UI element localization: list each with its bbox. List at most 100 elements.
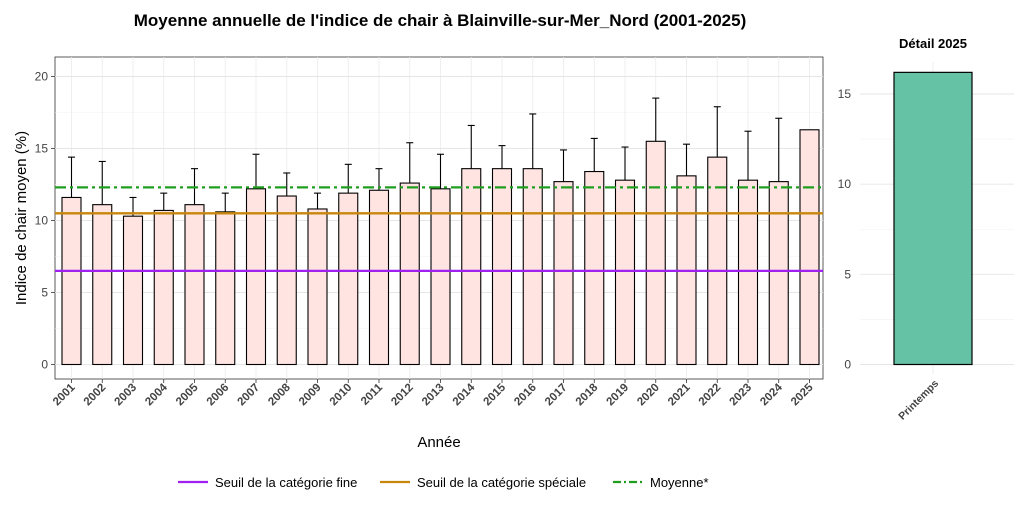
x-tick-label-2025: 2025 — [789, 381, 816, 408]
bar-2010 — [338, 192, 359, 366]
main-y-tick-label: 15 — [35, 142, 49, 156]
bar-2020 — [645, 140, 666, 366]
bar-2008 — [276, 195, 297, 366]
x-tick-label-2017: 2017 — [543, 382, 570, 409]
x-tick-label-2021: 2021 — [666, 381, 693, 408]
legend-item-0: Seuil de la catégorie fine — [178, 475, 357, 490]
bar-2023 — [737, 179, 759, 366]
bar-2018 — [584, 170, 605, 366]
detail-y-tick-label: 15 — [838, 87, 852, 101]
error-bar-2021 — [683, 143, 690, 176]
legend-label-2: Moyenne* — [650, 475, 709, 490]
reference-lines — [55, 186, 823, 273]
error-bar-2018 — [590, 137, 598, 172]
detail-y-tick-label: 0 — [844, 358, 851, 372]
x-axis-title: Année — [417, 434, 460, 451]
main-y-ticks: 0 5 10 15 20 — [35, 70, 55, 372]
legend-label-1: Seuil de la catégorie spéciale — [417, 475, 586, 490]
main-chart-title: Moyenne annuelle de l'indice de chair à … — [134, 11, 746, 30]
x-tick-label-2010: 2010 — [328, 382, 355, 409]
bar-2017 — [553, 181, 574, 366]
error-bar-2015 — [498, 145, 506, 169]
error-bar-2022 — [713, 106, 721, 158]
bar-2001 — [61, 196, 82, 366]
x-tick-label-2008: 2008 — [266, 381, 293, 408]
x-tick-label-2005: 2005 — [174, 381, 201, 408]
x-tick-label-2012: 2012 — [389, 382, 416, 409]
error-bar-2013 — [437, 153, 444, 189]
detail-y-ticks: 0 5 10 15 — [838, 87, 852, 372]
y-axis-title: Indice de chair moyen (%) — [13, 131, 30, 305]
error-bar-2016 — [529, 113, 537, 169]
bar-2006 — [215, 211, 236, 366]
x-tick-label-2022: 2022 — [697, 382, 724, 409]
legend-item-2: Moyenne* — [613, 475, 709, 490]
detail-x-tick-label-Printemps: Printemps — [896, 378, 941, 423]
x-tick-label-2006: 2006 — [205, 382, 232, 409]
x-tick-label-2016: 2016 — [512, 382, 539, 409]
bar-2024 — [768, 181, 789, 366]
detail-y-tick-label: 10 — [838, 177, 852, 191]
detail-bars — [893, 71, 973, 366]
x-tick-label-2015: 2015 — [482, 381, 509, 408]
main-x-ticks: 2001 2002 2003 2004 2005 2006 2007 2008 2009 2010… — [51, 379, 816, 408]
error-bar-2007 — [252, 153, 260, 189]
legend-item-1: Seuil de la catégorie spéciale — [380, 475, 586, 490]
x-tick-label-2001: 2001 — [51, 381, 78, 408]
bar-2012 — [399, 182, 420, 366]
x-tick-label-2011: 2011 — [359, 381, 386, 408]
detail-bar-Printemps — [893, 71, 973, 366]
x-tick-label-2018: 2018 — [574, 381, 601, 408]
error-bar-2014 — [467, 124, 475, 169]
bar-2016 — [522, 168, 543, 366]
detail-plot-panel: 0 5 10 15 Printemps — [838, 62, 1014, 422]
x-tick-label-2013: 2013 — [420, 382, 447, 409]
detail-chart-title: Détail 2025 — [899, 36, 967, 51]
bar-2014 — [461, 168, 482, 366]
error-bar-2024 — [775, 117, 783, 182]
error-bar-2017 — [560, 149, 567, 182]
error-bar-2006 — [221, 192, 229, 212]
bar-2013 — [430, 188, 451, 366]
bar-2015 — [491, 168, 513, 366]
x-tick-label-2004: 2004 — [143, 381, 170, 408]
main-y-tick-label: 5 — [41, 286, 48, 300]
legend: Seuil de la catégorie fine Seuil de la ca… — [178, 475, 709, 490]
bar-2002 — [92, 204, 113, 366]
bar-2019 — [614, 179, 636, 366]
error-bar-2012 — [406, 142, 414, 184]
error-bar-2020 — [652, 97, 660, 142]
bar-2004 — [153, 209, 174, 366]
error-bar-2002 — [98, 160, 106, 205]
detail-y-tick-label: 5 — [844, 267, 851, 281]
x-tick-label-2024: 2024 — [758, 381, 785, 408]
bar-2025 — [799, 129, 820, 366]
bar-2005 — [184, 204, 205, 366]
x-tick-label-2009: 2009 — [297, 382, 324, 409]
error-bar-2019 — [621, 146, 629, 181]
main-y-tick-label: 20 — [35, 70, 49, 84]
x-tick-label-2002: 2002 — [82, 382, 109, 409]
x-tick-label-2007: 2007 — [236, 382, 263, 409]
x-tick-label-2003: 2003 — [113, 382, 140, 409]
error-bar-2001 — [68, 156, 75, 198]
legend-label-0: Seuil de la catégorie fine — [215, 475, 357, 490]
error-bar-2023 — [744, 130, 752, 181]
x-tick-label-2019: 2019 — [605, 382, 632, 409]
bar-2007 — [245, 188, 267, 366]
x-tick-label-2014: 2014 — [451, 381, 478, 408]
detail-x-ticks: Printemps — [896, 378, 941, 423]
bar-2011 — [368, 189, 390, 366]
error-bar-2008 — [283, 172, 291, 197]
main-y-tick-label: 0 — [41, 358, 48, 372]
x-tick-label-2020: 2020 — [635, 382, 662, 409]
main-bars — [61, 129, 820, 366]
bar-2003 — [122, 215, 144, 366]
bar-2009 — [307, 208, 328, 366]
main-y-tick-label: 10 — [35, 214, 49, 228]
error-bar-2009 — [314, 192, 321, 209]
error-bar-2004 — [160, 192, 168, 211]
